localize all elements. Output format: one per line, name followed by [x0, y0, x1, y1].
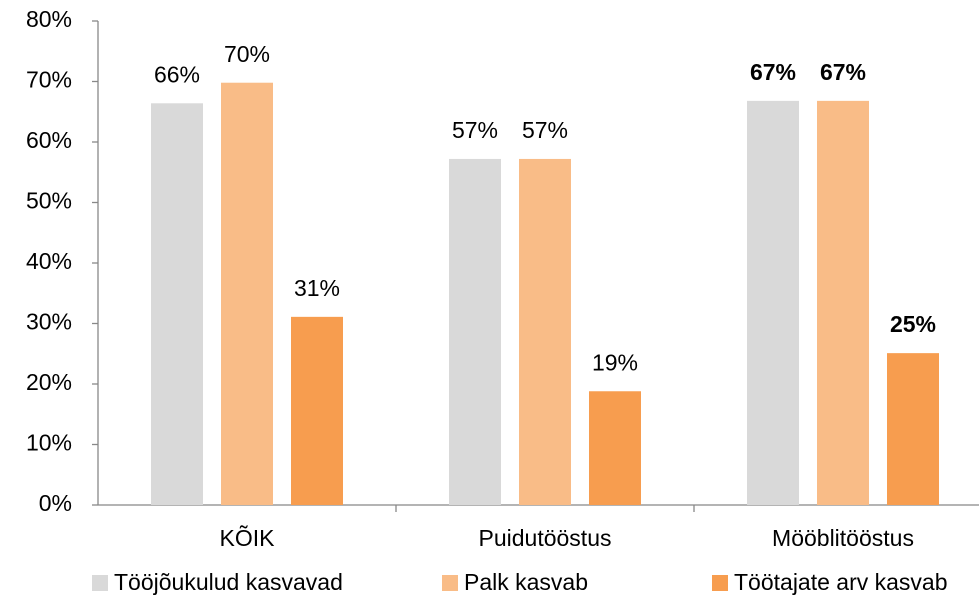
legend-label: Töötajate arv kasvab	[734, 569, 948, 595]
y-tick-label: 80%	[26, 6, 72, 32]
bar	[291, 316, 343, 505]
legend-label: Tööjõukulud kasvavad	[114, 569, 343, 595]
x-tick-label: Puidutööstus	[479, 525, 612, 551]
value-label: 57%	[522, 117, 568, 143]
value-label: 57%	[452, 117, 498, 143]
x-tick-label: Mööblitööstus	[772, 525, 914, 551]
y-tick-label: 0%	[39, 490, 72, 516]
bar	[221, 82, 273, 506]
value-label: 67%	[750, 59, 796, 85]
bar	[589, 391, 641, 505]
legend-label: Palk kasvab	[464, 569, 588, 595]
value-label: 19%	[592, 349, 638, 375]
value-label: 67%	[820, 59, 866, 85]
y-tick-label: 20%	[26, 369, 72, 395]
x-tick-label: KÕIK	[220, 524, 276, 551]
y-tick-label: 60%	[26, 127, 72, 153]
value-label: 66%	[154, 61, 200, 87]
bar	[449, 158, 501, 505]
y-tick-label: 10%	[26, 430, 72, 456]
y-tick-label: 70%	[26, 67, 72, 93]
value-label: 31%	[294, 275, 340, 301]
y-tick-label: 30%	[26, 309, 72, 335]
legend-swatch	[92, 575, 108, 591]
legend-swatch	[442, 575, 458, 591]
y-tick-label: 50%	[26, 188, 72, 214]
value-label: 25%	[890, 311, 936, 337]
bar	[887, 353, 939, 505]
y-tick-label: 40%	[26, 248, 72, 274]
legend-swatch	[712, 575, 728, 591]
bar	[519, 158, 571, 505]
bar	[747, 100, 799, 506]
bar	[817, 100, 869, 506]
value-label: 70%	[224, 41, 270, 67]
bar	[151, 103, 203, 505]
